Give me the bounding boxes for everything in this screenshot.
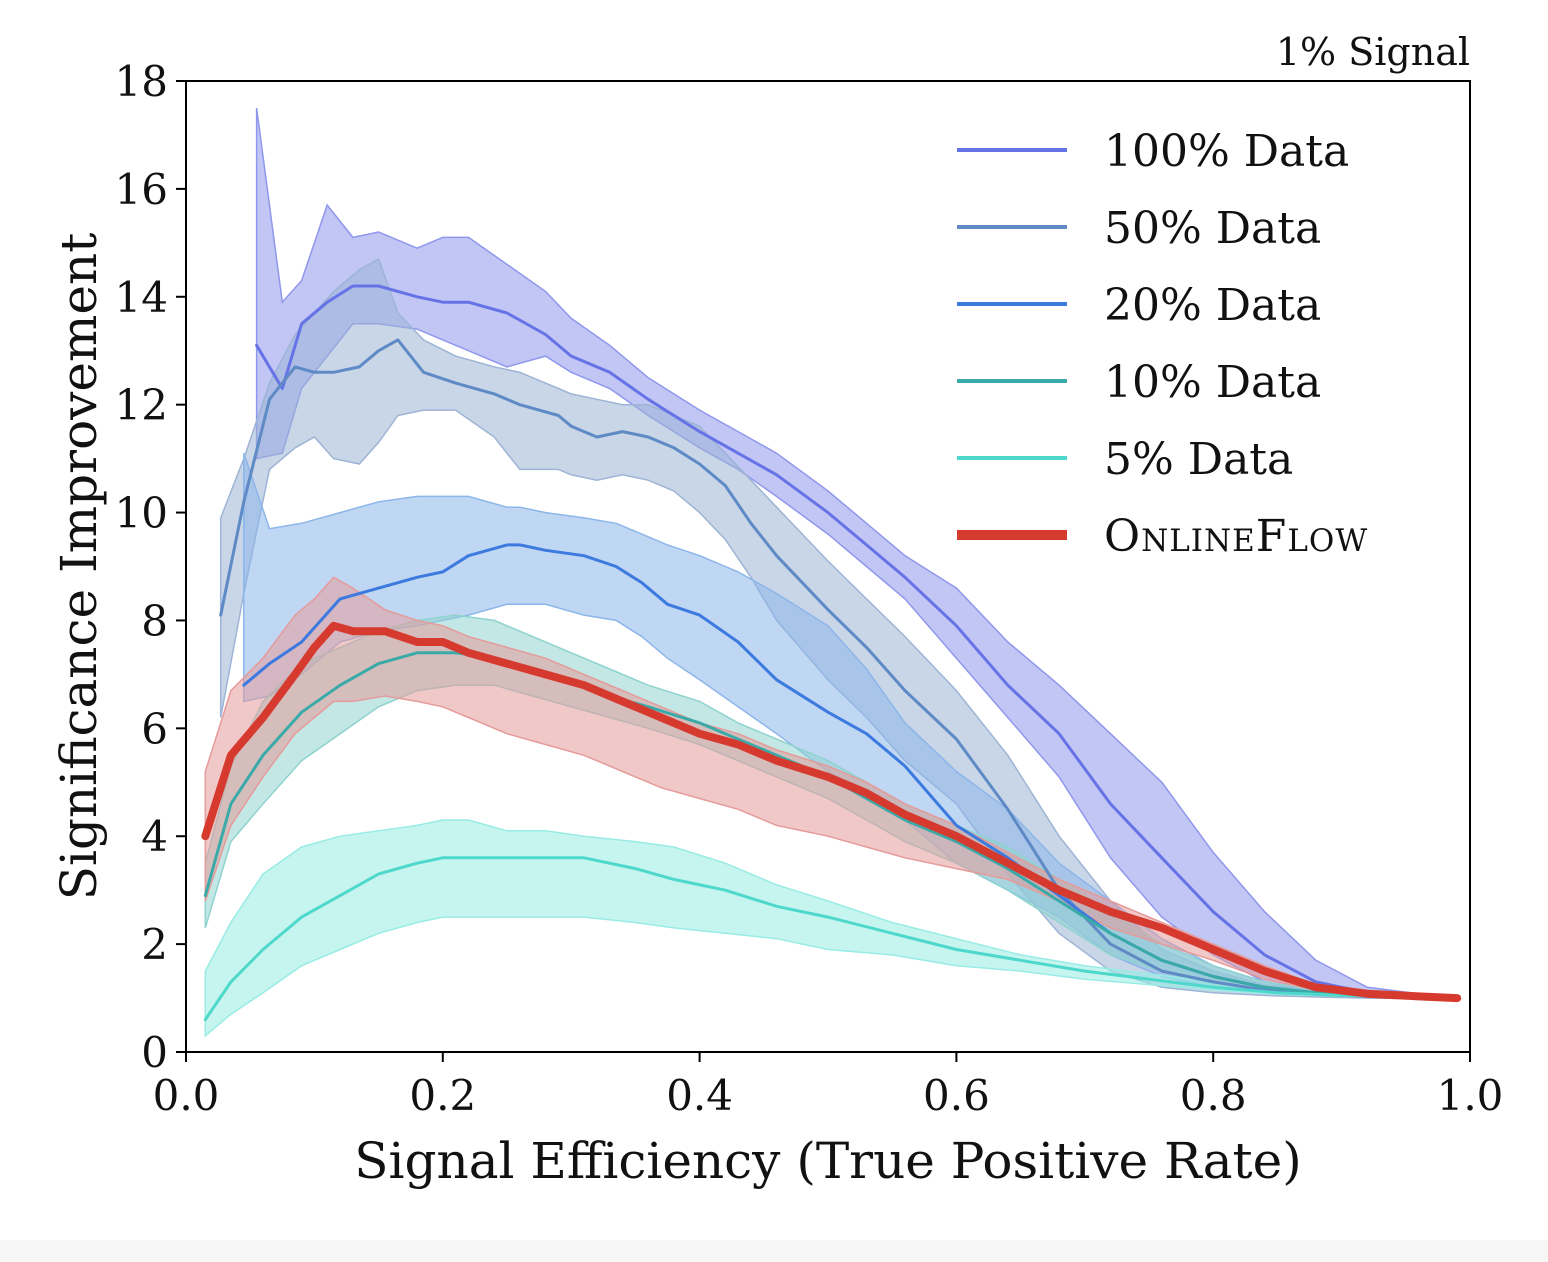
signal-fraction-annotation: 1% Signal (1276, 30, 1470, 74)
x-tick-label: 0.2 (409, 1071, 476, 1120)
line-10pct-data (203, 651, 1459, 1000)
y-tick-label: 6 (141, 704, 168, 753)
series-lines (201, 284, 1462, 1022)
line-onlineflow (201, 621, 1462, 1003)
legend-label-50pct-data: 50% Data (1104, 203, 1321, 254)
x-tick-label: 0.4 (666, 1071, 733, 1120)
y-tick-label: 8 (141, 596, 168, 645)
y-tick-label: 2 (141, 920, 168, 969)
x-tick-label: 0.0 (153, 1071, 220, 1120)
line-5pct-data (203, 856, 1459, 1022)
y-tick-label: 14 (115, 273, 168, 322)
axis-ticks: 0.0 0.2 0.4 0.6 0.8 1.0 0 2 4 6 8 10 12 14 16 18 (115, 57, 1504, 1120)
x-tick-label: 0.6 (923, 1071, 990, 1120)
legend-label-20pct-data: 20% Data (1104, 280, 1321, 331)
y-tick-label: 12 (115, 381, 168, 430)
plot-frame (185, 80, 1471, 1053)
y-tick-label: 10 (115, 489, 168, 538)
line-100pct-data (255, 284, 1459, 1000)
y-tick-label: 4 (141, 812, 168, 861)
y-axis-label: Significance Improvement (50, 233, 108, 901)
legend: 100% Data 50% Data 20% Data 10% Data 5% Data… (957, 126, 1368, 562)
legend-label-10pct-data: 10% Data (1104, 357, 1321, 408)
x-axis-label: Signal Efficiency (True Positive Rate) (354, 1132, 1302, 1190)
legend-label-5pct-data: 5% Data (1104, 434, 1293, 485)
legend-label-onlineflow: OnlineFlow (1104, 511, 1368, 562)
y-tick-label: 16 (115, 165, 168, 214)
legend-label-100pct-data: 100% Data (1104, 126, 1349, 177)
x-tick-label: 1.0 (1437, 1071, 1504, 1120)
x-tick-label: 0.8 (1180, 1071, 1247, 1120)
line-50pct-data (219, 338, 1459, 1000)
y-tick-label: 18 (115, 57, 168, 106)
y-tick-label: 0 (141, 1028, 168, 1077)
